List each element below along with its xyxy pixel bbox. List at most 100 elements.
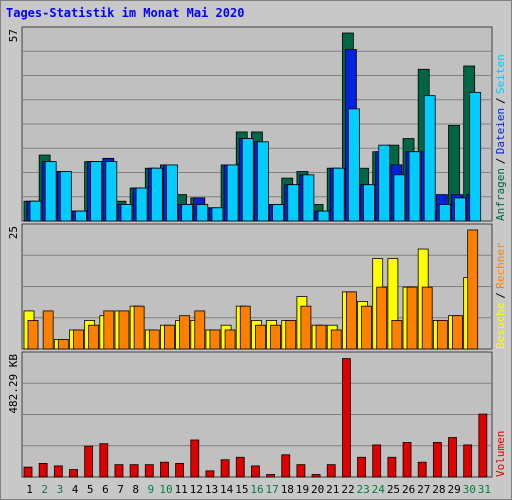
day-tick-label: 19: [296, 483, 309, 496]
volume-chart-bar-volumen-day-29: [448, 437, 457, 478]
day-tick-label: 14: [220, 483, 234, 496]
day-tick-label: 18: [281, 483, 294, 496]
visits-chart-bar-rechner-day-28: [436, 320, 448, 350]
requests-chart-bar-seiten-day-19: [302, 174, 315, 222]
requests-chart-bar-seiten-day-6: [105, 161, 118, 222]
requests-chart-legend-separator: /: [494, 97, 507, 104]
volume-chart-bar-volumen-day-31: [478, 413, 488, 478]
requests-chart-bar-seiten-day-26: [408, 151, 421, 222]
requests-chart-bar-seiten-day-16: [257, 141, 269, 222]
day-tick-label: 28: [432, 483, 445, 496]
day-tick-label: 15: [235, 483, 248, 496]
volume-chart-bar-volumen-day-9: [144, 464, 154, 478]
volume-chart-bar-volumen-day-17: [266, 474, 275, 478]
day-tick-label: 4: [72, 483, 79, 496]
volume-chart-bar-volumen-day-10: [160, 461, 169, 478]
visits-chart-bar-rechner-day-4: [73, 329, 84, 350]
requests-chart-bar-seiten-day-11: [181, 204, 194, 222]
day-tick-label: 25: [387, 483, 400, 496]
visits-chart-bar-rechner-day-12: [194, 310, 206, 350]
volume-chart-bar-volumen-day-22: [341, 358, 351, 478]
day-tick-label: 22: [341, 483, 354, 496]
volume-chart-bar-volumen-day-12: [190, 439, 200, 478]
requests-chart-legend-dateien: Dateien: [494, 108, 507, 154]
volume-chart-bar-volumen-day-28: [432, 442, 442, 478]
visits-chart-bar-rechner-day-16: [255, 324, 266, 350]
day-tick-label: 23: [357, 483, 370, 496]
visits-chart-bar-rechner-day-11: [179, 315, 191, 350]
day-tick-label: 10: [159, 483, 172, 496]
requests-chart-bar-seiten-day-23: [363, 184, 375, 222]
visits-chart-bar-rechner-day-27: [421, 286, 433, 350]
requests-chart-bar-seiten-day-17: [272, 204, 284, 222]
visits-chart-bar-rechner-day-17: [270, 324, 281, 350]
visits-chart-ymax-label: 25: [7, 226, 20, 239]
visits-chart-bar-rechner-day-8: [133, 305, 145, 350]
visits-chart-bar-rechner-day-22: [345, 291, 357, 350]
volume-chart-bar-volumen-day-30: [463, 444, 473, 478]
visits-chart-bar-rechner-day-19: [300, 305, 312, 350]
day-tick-label: 6: [102, 483, 109, 496]
day-tick-label: 8: [132, 483, 139, 496]
visits-chart-bar-rechner-day-25: [391, 320, 403, 350]
volume-chart-bar-volumen-day-15: [235, 456, 245, 478]
visits-chart-bar-rechner-day-21: [330, 329, 342, 350]
chart-title: Tages-Statistik im Monat Mai 2020: [6, 6, 245, 20]
day-tick-label: 20: [311, 483, 324, 496]
requests-chart-bar-seiten-day-9: [150, 167, 163, 222]
visits-chart-bar-rechner-day-10: [164, 324, 175, 350]
volume-chart-bar-volumen-day-13: [205, 470, 215, 478]
day-tick-label: 13: [205, 483, 218, 496]
requests-chart-bar-seiten-day-13: [211, 207, 224, 222]
requests-chart-bar-seiten-day-29: [454, 197, 466, 222]
requests-chart-bar-seiten-day-28: [438, 204, 451, 222]
requests-chart-bar-seiten-day-25: [393, 174, 406, 222]
requests-chart-legend-anfragen: Anfragen: [494, 168, 507, 221]
volume-chart-bar-volumen-day-2: [38, 463, 48, 478]
visits-chart-bar-rechner-day-23: [361, 305, 372, 350]
day-tick-label: 1: [26, 483, 33, 496]
visits-chart-legend-separator: /: [494, 292, 507, 299]
visits-chart-bar-rechner-day-26: [406, 286, 418, 350]
volume-chart-bar-volumen-day-7: [114, 464, 124, 478]
requests-chart-bar-seiten-day-10: [166, 164, 178, 222]
visits-chart-bar-rechner-day-3: [57, 339, 69, 350]
requests-chart-bar-seiten-day-8: [135, 187, 148, 222]
requests-chart-bar-seiten-day-22: [347, 108, 360, 222]
requests-chart-bar-seiten-day-27: [423, 95, 436, 222]
requests-chart-bar-seiten-day-4: [75, 210, 87, 222]
visits-chart-bar-rechner-day-2: [42, 310, 54, 350]
volume-chart-bar-volumen-day-4: [69, 469, 78, 478]
requests-chart-bar-seiten-day-12: [196, 204, 209, 222]
requests-chart-bar-seiten-day-5: [90, 161, 103, 222]
requests-chart-bar-seiten-day-30: [469, 91, 482, 222]
volume-chart-bar-volumen-day-19: [296, 464, 306, 478]
volume-chart-bar-volumen-day-18: [281, 454, 291, 478]
volume-chart-bar-volumen-day-26: [402, 442, 412, 478]
visits-chart-bar-rechner-day-6: [103, 310, 115, 350]
day-tick-label: 26: [402, 483, 415, 496]
visits-chart-legend-rechner: Rechner: [494, 242, 507, 289]
volume-chart-bar-volumen-day-5: [84, 445, 94, 478]
volume-chart-bar-volumen-day-1: [23, 466, 33, 478]
visits-chart-bar-rechner-day-7: [118, 310, 130, 350]
volume-chart-bar-volumen-day-14: [220, 459, 230, 478]
day-tick-label: 31: [478, 483, 491, 496]
volume-chart-bar-volumen-day-6: [99, 443, 109, 478]
visits-chart-bar-rechner-day-13: [209, 329, 221, 350]
day-tick-label: 12: [190, 483, 203, 496]
requests-chart-bar-seiten-day-7: [120, 204, 133, 222]
visits-chart-bar-rechner-day-20: [315, 324, 327, 350]
requests-chart-bar-seiten-day-21: [332, 167, 345, 222]
visits-chart-bar-rechner-day-18: [285, 320, 297, 350]
visits-chart-bar-rechner-day-5: [88, 324, 100, 350]
requests-chart-bar-seiten-day-20: [317, 210, 330, 222]
visits-chart-bar-rechner-day-1: [27, 320, 39, 350]
visits-chart-bar-rechner-day-14: [224, 329, 236, 350]
volume-chart-bar-volumen-day-23: [357, 456, 366, 478]
volume-chart-bar-volumen-day-16: [251, 465, 260, 478]
requests-chart-bar-seiten-day-24: [378, 144, 391, 222]
requests-chart-bar-seiten-day-2: [44, 161, 57, 222]
day-tick-label: 5: [87, 483, 94, 496]
